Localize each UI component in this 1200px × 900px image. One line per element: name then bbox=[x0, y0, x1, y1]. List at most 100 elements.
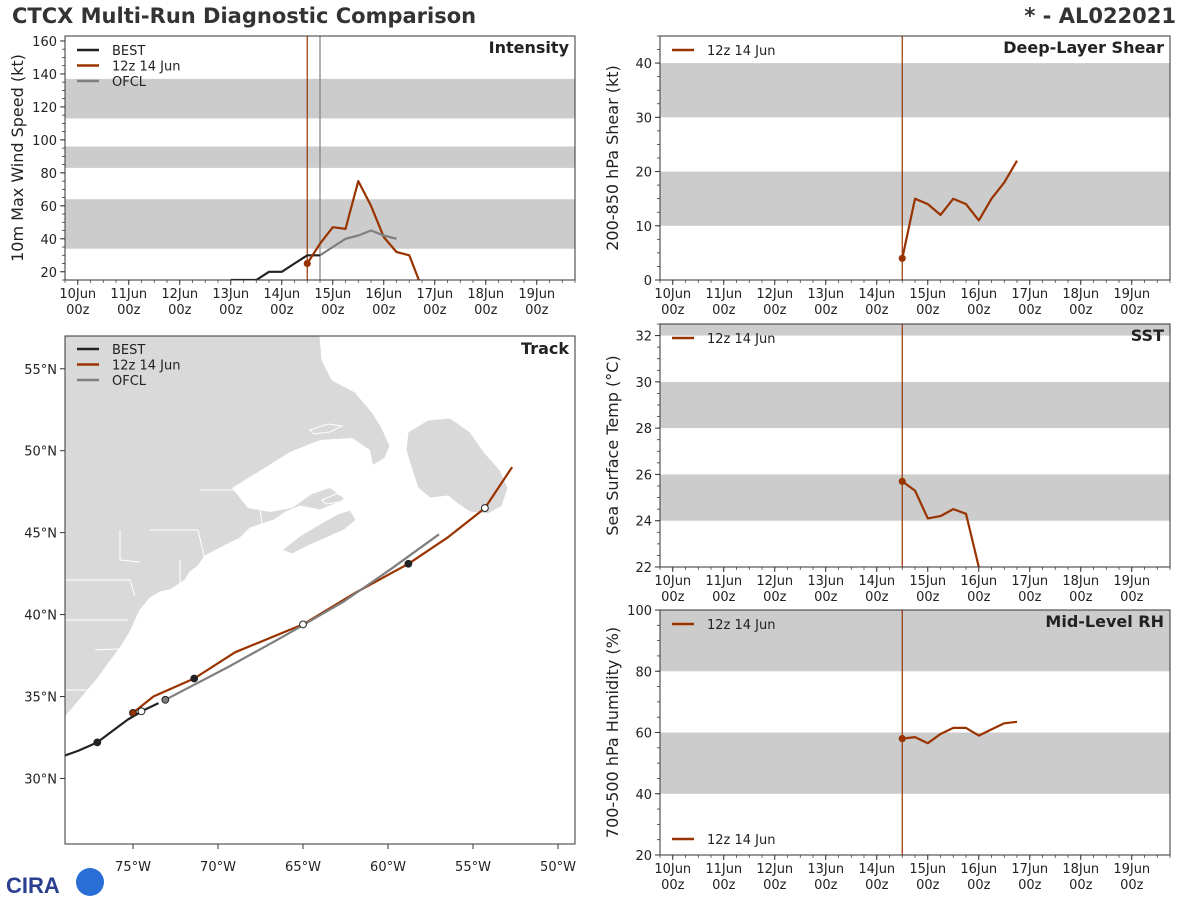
intensity-xtick-day-label: 14Jun bbox=[263, 287, 300, 302]
sst-title: SST bbox=[1131, 326, 1164, 345]
sst-ylabel: Sea Surface Temp (°C) bbox=[603, 355, 622, 535]
shear-ytick-label: 20 bbox=[635, 166, 652, 181]
rh-band bbox=[660, 732, 1170, 794]
rh-title: Mid-Level RH bbox=[1045, 612, 1164, 631]
land-anticosti bbox=[309, 423, 344, 435]
intensity-xtick-hour-label: 00z bbox=[219, 303, 243, 318]
rh-xtick-hour-label: 00z bbox=[967, 878, 991, 893]
rh-legend-bottom-label: 12z 14 Jun bbox=[707, 833, 776, 848]
intensity-ytick-label: 100 bbox=[32, 134, 57, 149]
intensity-ytick-label: 80 bbox=[40, 167, 57, 182]
shear-xtick-day-label: 18Jun bbox=[1062, 287, 1099, 302]
track-xtick-label: 60°W bbox=[370, 860, 406, 875]
sst-xtick-day-label: 19Jun bbox=[1113, 574, 1150, 589]
intensity-legend-label: 12z 14 Jun bbox=[112, 60, 181, 75]
rh-plot-area bbox=[660, 610, 1170, 855]
shear-xtick-hour-label: 00z bbox=[712, 303, 736, 318]
shear-ytick-label: 10 bbox=[635, 220, 652, 235]
track-xtick-label: 55°W bbox=[455, 860, 491, 875]
intensity-xtick-hour-label: 00z bbox=[66, 303, 90, 318]
sst-xtick-hour-label: 00z bbox=[1018, 590, 1042, 605]
track-position-marker bbox=[190, 674, 199, 683]
shear-xtick-day-label: 16Jun bbox=[960, 287, 997, 302]
intensity-ytick-label: 40 bbox=[40, 233, 57, 248]
sst-frame bbox=[659, 323, 1171, 568]
rh-xtick-hour-label: 00z bbox=[1120, 878, 1144, 893]
intensity-series-best bbox=[230, 254, 320, 280]
track-series-ofcl bbox=[164, 533, 440, 701]
intensity-xtick-hour-label: 00z bbox=[117, 303, 141, 318]
state-border bbox=[65, 489, 263, 691]
shear-xtick-day-label: 14Jun bbox=[858, 287, 895, 302]
shear-xtick-hour-label: 00z bbox=[916, 303, 940, 318]
sst-band bbox=[660, 474, 1170, 521]
sst-xtick-hour-label: 00z bbox=[1120, 590, 1144, 605]
intensity-xtick-hour-label: 00z bbox=[474, 303, 498, 318]
intensity-ytick-label: 60 bbox=[40, 200, 57, 215]
track-position-marker bbox=[299, 620, 307, 629]
rh-xtick-day-label: 13Jun bbox=[807, 862, 844, 877]
sst-xtick-day-label: 16Jun bbox=[960, 574, 997, 589]
intensity-xtick-hour-label: 00z bbox=[168, 303, 192, 318]
track-series-12z-14-jun bbox=[132, 466, 514, 714]
rh-ytick-label: 40 bbox=[635, 788, 652, 803]
intensity-ytick-label: 120 bbox=[32, 101, 57, 116]
rh-ytick-label: 100 bbox=[627, 604, 652, 619]
sst-xtick-hour-label: 00z bbox=[916, 590, 940, 605]
intensity-ytick-label: 20 bbox=[40, 266, 57, 281]
track-panel: 75°W 70°W 65°W 60°W 55°W 50°W 30°N 35°N 40°N 45°N… bbox=[24, 335, 576, 875]
rh-xtick-day-label: 10Jun bbox=[654, 862, 691, 877]
shear-panel: 01020304010Jun00z11Jun00z12Jun00z13Jun00… bbox=[603, 35, 1171, 318]
sst-xtick-hour-label: 00z bbox=[865, 590, 889, 605]
rh-xtick-hour-label: 00z bbox=[814, 878, 838, 893]
shear-ytick-label: 0 bbox=[644, 274, 652, 289]
rh-xtick-day-label: 14Jun bbox=[858, 862, 895, 877]
intensity-xtick-hour-label: 00z bbox=[270, 303, 294, 318]
sst-xtick-hour-label: 00z bbox=[763, 590, 787, 605]
shear-band bbox=[660, 63, 1170, 118]
sst-xtick-hour-label: 00z bbox=[661, 590, 685, 605]
cira-logo-icon bbox=[76, 868, 104, 896]
track-legend-label: OFCL bbox=[112, 374, 147, 389]
track-ytick-label: 35°N bbox=[24, 691, 57, 706]
rh-xtick-day-label: 12Jun bbox=[756, 862, 793, 877]
track-ytick-label: 55°N bbox=[24, 363, 57, 378]
rh-band bbox=[660, 610, 1170, 672]
sst-panel: 22242628303210Jun00z11Jun00z12Jun00z13Ju… bbox=[603, 323, 1171, 605]
intensity-xtick-day-label: 19Jun bbox=[518, 287, 555, 302]
shear-ytick-label: 30 bbox=[635, 111, 652, 126]
track-legend-label: BEST bbox=[112, 343, 145, 358]
track-xtick-label: 65°W bbox=[285, 860, 321, 875]
rh-series-12z-14-jun bbox=[902, 720, 1018, 745]
intensity-panel: 2040608010012014016010Jun00z11Jun00z12Ju… bbox=[8, 35, 576, 318]
rh-xtick-hour-label: 00z bbox=[1018, 878, 1042, 893]
storm-id: * - AL022021 bbox=[1024, 4, 1176, 28]
track-plot-area bbox=[65, 466, 514, 757]
cira-logo: CIRA bbox=[6, 873, 60, 898]
rh-xtick-hour-label: 00z bbox=[916, 878, 940, 893]
shear-xtick-hour-label: 00z bbox=[865, 303, 889, 318]
track-position-marker bbox=[481, 504, 489, 512]
shear-xtick-day-label: 13Jun bbox=[807, 287, 844, 302]
intensity-legend-label: BEST bbox=[112, 44, 145, 59]
intensity-ytick-label: 140 bbox=[32, 68, 57, 83]
chart-title: CTCX Multi-Run Diagnostic Comparison bbox=[12, 4, 477, 28]
track-ytick-label: 45°N bbox=[24, 527, 57, 542]
sst-band bbox=[660, 324, 1170, 336]
rh-ytick-label: 60 bbox=[635, 727, 652, 742]
intensity-xtick-hour-label: 00z bbox=[321, 303, 345, 318]
intensity-series-12z-14-jun bbox=[306, 180, 421, 280]
sst-init-marker bbox=[898, 477, 906, 485]
intensity-xtick-day-label: 18Jun bbox=[467, 287, 504, 302]
track-position-marker bbox=[129, 709, 137, 717]
intensity-xtick-day-label: 17Jun bbox=[416, 287, 453, 302]
intensity-xtick-hour-label: 00z bbox=[372, 303, 396, 318]
rh-xtick-hour-label: 00z bbox=[712, 878, 736, 893]
sst-ytick-label: 26 bbox=[635, 468, 652, 483]
sst-xtick-hour-label: 00z bbox=[814, 590, 838, 605]
land-newfoundland bbox=[405, 417, 509, 515]
sst-ytick-label: 32 bbox=[635, 330, 652, 345]
shear-xtick-day-label: 11Jun bbox=[705, 287, 742, 302]
shear-xtick-day-label: 17Jun bbox=[1011, 287, 1048, 302]
sst-plot-area bbox=[660, 324, 1170, 567]
